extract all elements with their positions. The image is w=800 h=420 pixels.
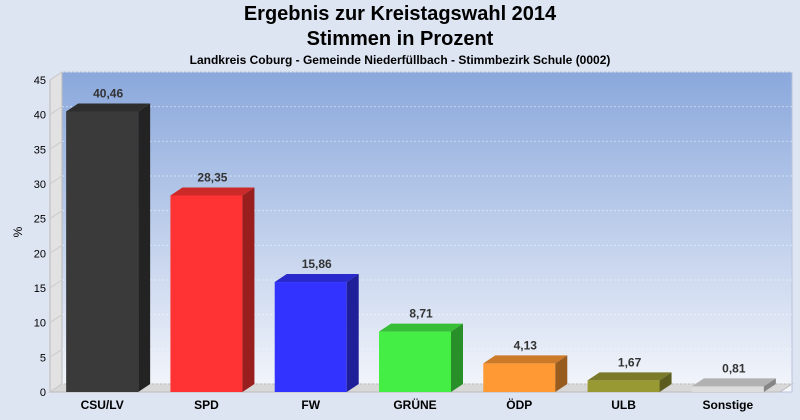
bar-top [274, 274, 359, 283]
y-tick-label: 30 [34, 179, 46, 191]
gridline-side [49, 210, 63, 220]
bar-top [170, 187, 255, 196]
gridline-side [49, 140, 63, 150]
gridline-side [49, 348, 63, 358]
bar-side [763, 378, 776, 392]
bar [587, 380, 660, 392]
bar-top [691, 378, 776, 387]
y-tick-label: 15 [34, 283, 46, 295]
bar-side [555, 355, 568, 392]
bar [483, 363, 556, 392]
bar [66, 111, 139, 393]
y-tick-label: 10 [34, 318, 46, 330]
y-tick-label: 25 [34, 214, 46, 226]
x-tick-label: ULB [611, 398, 636, 412]
x-tick-label: SPD [194, 398, 219, 412]
bar-top [587, 372, 672, 381]
chart-description: Landkreis Coburg - Gemeinde Niederfüllba… [189, 53, 611, 67]
bar-side [659, 372, 672, 392]
value-label: 8,71 [409, 307, 433, 321]
bar [691, 386, 764, 392]
x-tick-label: GRÜNE [393, 397, 436, 412]
gridline-side [49, 383, 63, 393]
x-tick-label: CSU/LV [81, 398, 124, 412]
bar-side [451, 323, 463, 392]
y-tick-label: 45 [34, 75, 46, 87]
y-tick-label: 20 [34, 248, 46, 260]
bar [379, 331, 451, 392]
bar [170, 195, 243, 392]
y-tick-label: 40 [34, 110, 46, 122]
bar-side [138, 103, 151, 393]
gridline-side [49, 279, 63, 289]
bar-top [483, 355, 568, 364]
chart-subtitle: Stimmen in Prozent [306, 28, 494, 50]
value-label: 4,13 [514, 338, 538, 352]
x-tick-label: FW [301, 398, 320, 412]
value-label: 15,86 [302, 257, 332, 271]
bar-side [242, 187, 255, 392]
y-tick-label: 5 [40, 352, 46, 364]
y-axis-label: % [11, 226, 25, 237]
side-wall [49, 71, 63, 393]
gridline-side [49, 71, 63, 81]
bar [274, 282, 347, 392]
gridline-side [49, 175, 63, 185]
chart-title: Ergebnis zur Kreistagswahl 2014 [243, 3, 557, 25]
gridline-side [49, 106, 63, 116]
y-tick-label: 0 [40, 387, 46, 399]
bar-side [346, 274, 359, 392]
gridline-side [49, 314, 63, 324]
x-tick-label: Sonstige [703, 398, 754, 412]
value-label: 28,35 [197, 170, 227, 184]
x-tick-label: ÖDP [506, 397, 532, 412]
value-label: 1,67 [618, 355, 642, 369]
value-label: 0,81 [722, 361, 746, 375]
y-tick-label: 35 [34, 144, 46, 156]
bar-top [379, 323, 463, 332]
gridline-side [49, 244, 63, 254]
value-label: 40,46 [93, 86, 123, 100]
bar-top [66, 103, 151, 112]
